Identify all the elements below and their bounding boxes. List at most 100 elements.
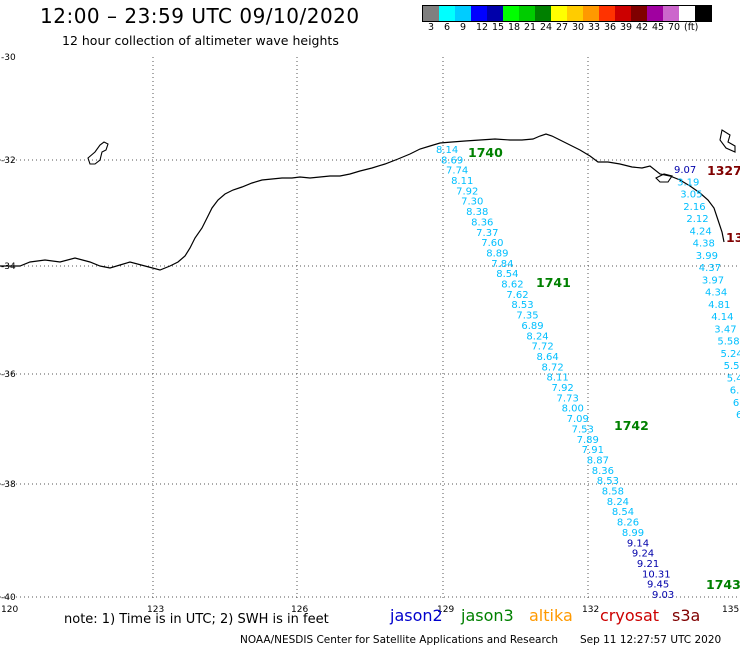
wave-height-value: 8.64 <box>536 352 558 363</box>
wave-height-value: 8.58 <box>602 487 624 498</box>
wave-height-value: 5.4 <box>727 373 740 384</box>
credit-line: NOAA/NESDIS Center for Satellite Applica… <box>240 634 558 646</box>
track-time-label: 1743 <box>706 577 740 592</box>
wave-height-value: 9.45 <box>647 580 669 591</box>
wave-height-value: 7.72 <box>531 342 553 353</box>
wave-height-value: 8.24 <box>526 331 548 342</box>
wave-height-value: 4.81 <box>708 300 730 311</box>
wave-height-value: 8.26 <box>617 518 639 529</box>
wave-height-value: 6.1 <box>733 398 740 409</box>
lat-lon-grid <box>0 57 740 600</box>
kangaroo-island-outline <box>655 173 673 183</box>
lat-label: -34 <box>1 262 16 272</box>
legend-swatch <box>631 6 647 21</box>
track-time-label: 1327 <box>707 163 740 178</box>
island-outline <box>87 141 109 165</box>
wave-height-value: 7.74 <box>446 166 468 177</box>
legend-swatch <box>439 6 455 21</box>
wave-height-value: 8.54 <box>496 269 518 280</box>
lon-label: 132 <box>582 605 599 615</box>
map-title: 12:00 – 23:59 UTC 09/10/2020 <box>40 4 360 28</box>
lat-label: -40 <box>1 593 16 603</box>
legend-swatch <box>455 6 471 21</box>
legend-swatch <box>679 6 695 21</box>
wave-height-value: 7.62 <box>506 290 528 301</box>
track-time-label: 1741 <box>536 275 571 290</box>
wave-height-value: 2.12 <box>686 214 708 225</box>
wave-height-value: 2.16 <box>683 202 705 213</box>
wave-height-value: 8.54 <box>612 507 634 518</box>
legend-tick-label: 70 <box>668 22 681 33</box>
wave-height-value: 9.21 <box>637 559 659 570</box>
gulf-outline <box>719 129 736 153</box>
wave-height-value: 8.11 <box>451 176 473 187</box>
legend-swatch <box>503 6 519 21</box>
legend-tick-label: 27 <box>556 22 569 33</box>
wave-height-value: 8.14 <box>436 145 458 156</box>
track-time-labels: 1740 1741 1742 1743 1327 13 <box>468 145 740 592</box>
satellite-jason3: jason3 <box>461 606 514 625</box>
legend-swatch <box>567 6 583 21</box>
wave-height-value: 8.38 <box>466 207 488 218</box>
wave-height-value: 7.89 <box>577 435 599 446</box>
legend-swatch <box>423 6 439 21</box>
wave-height-value: 5.58 <box>717 337 739 348</box>
legend-tick-label: 33 <box>588 22 601 33</box>
legend-tick-label: (ft) <box>684 22 699 33</box>
lon-label: 120 <box>1 605 18 615</box>
wave-height-value: 7.37 <box>476 228 498 239</box>
legend-swatch <box>471 6 487 21</box>
wave-height-value: 4.24 <box>690 226 712 237</box>
legend-swatch <box>695 6 711 21</box>
wave-height-value: 3.47 <box>714 324 736 335</box>
wave-height-value: 7.91 <box>582 445 604 456</box>
satellite-cryosat: cryosat <box>600 606 660 625</box>
wave-height-value: 8.24 <box>607 497 629 508</box>
wave-height-value: 9.07 <box>674 165 696 176</box>
lat-label: -32 <box>1 156 16 166</box>
satellite-s3a: s3a <box>672 606 701 625</box>
wave-height-value: 3.97 <box>702 275 724 286</box>
axis-labels: -30 -32 -34 -36 -38 -40 120 123 126 129 132 135 <box>1 53 739 615</box>
legend-tick-label: 6 <box>444 22 451 33</box>
lat-label: -30 <box>1 53 16 63</box>
color-scale-legend <box>422 5 712 22</box>
wave-height-value: 4.14 <box>711 312 733 323</box>
wave-height-value: 8.53 <box>511 300 533 311</box>
lon-label: 135 <box>722 605 739 615</box>
wave-height-value: 8.69 <box>441 155 463 166</box>
track-time-label: 1740 <box>468 145 503 160</box>
legend-tick-label: 30 <box>572 22 585 33</box>
wave-height-value: 4.38 <box>693 239 715 250</box>
wave-height-value: 8.72 <box>541 362 563 373</box>
legend-tick-label: 15 <box>492 22 505 33</box>
legend-tick-label: 9 <box>460 22 467 33</box>
wave-height-value: 6.89 <box>521 321 543 332</box>
legend-tick-label: 24 <box>540 22 553 33</box>
wave-height-value: 8.11 <box>547 373 569 384</box>
wave-height-value: 5.5 <box>724 361 740 372</box>
wave-height-value: 7.35 <box>516 311 538 322</box>
legend-tick-label: 36 <box>604 22 617 33</box>
wave-height-value: 8.36 <box>471 217 493 228</box>
wave-height-value: 8.36 <box>592 466 614 477</box>
map-subtitle: 12 hour collection of altimeter wave hei… <box>62 33 339 48</box>
lon-label: 129 <box>437 605 454 615</box>
australia-coastline <box>0 133 725 271</box>
legend-tick-label: 12 <box>476 22 489 33</box>
wave-height-value: 9.03 <box>652 590 674 601</box>
legend-swatch <box>487 6 503 21</box>
wave-height-value: 3.19 <box>677 177 699 188</box>
wave-height-value: 9.14 <box>627 538 649 549</box>
wave-height-value: 8.89 <box>486 248 508 259</box>
wave-height-value: 8.00 <box>562 404 584 415</box>
wave-height-value: 7.92 <box>552 383 574 394</box>
wave-height-value: 7.92 <box>456 186 478 197</box>
legend-swatch <box>663 6 679 21</box>
wave-height-value: 3.99 <box>696 251 718 262</box>
wave-height-value: 8.99 <box>622 528 644 539</box>
legend-tick-label: 45 <box>652 22 665 33</box>
legend-swatch <box>551 6 567 21</box>
wave-height-value: 4.37 <box>699 263 721 274</box>
